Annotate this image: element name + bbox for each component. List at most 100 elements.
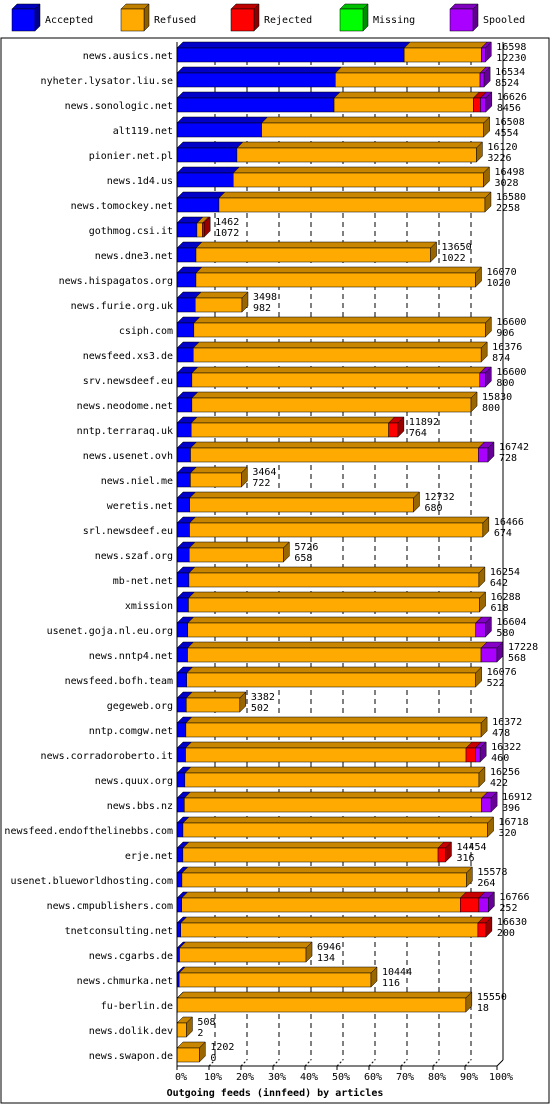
accepted-value-label: 1072 [215,228,239,239]
bar-segment-acc [176,872,183,888]
bar-segment-acc [176,922,181,938]
x-tick-label: 40% [300,1072,318,1083]
bar-segment-top-acc [176,116,269,124]
bar-segment-acc [176,797,185,813]
bar-segment-acc [176,247,197,263]
bar-segment-ref [188,547,284,563]
bar-segment-ref [179,947,307,963]
x-tick-label: 20% [236,1072,254,1083]
bar-segment-acc [176,897,182,913]
bar-segment-ref [186,697,241,713]
bar-segment-ref [261,122,484,138]
category-label: news.cmpublishers.com [47,901,173,912]
bar-segment-side [397,416,405,438]
bar-segment-ref [218,197,486,213]
legend-label: Refused [154,15,196,26]
category-label: news.neodome.net [77,401,173,412]
bar-segment-top-ref [188,516,490,524]
bar-segment-ref [177,997,467,1013]
total-value-label: 11892 [409,417,439,428]
total-value-label: 1462 [215,217,239,228]
category-label: nyheter.lysator.liu.se [41,76,173,87]
legend-label: Accepted [45,15,93,26]
bar-segment-top-acc [176,191,226,199]
bar-segment-acc [176,772,186,788]
accepted-value-label: 4554 [495,128,519,139]
bar-segment-ref [190,422,389,438]
bar-segment-ref [195,272,476,288]
accepted-value-label: 316 [456,853,474,864]
x-tick-label: 10% [204,1072,222,1083]
bar-segment-ref [191,372,481,388]
axes: 0% 10% 20% 30% 40% 50% 60% 70% 80% 90% 100% [175,42,513,1083]
category-label: alt119.net [113,126,173,137]
category-label: news.niel.me [101,476,173,487]
accepted-value-label: 3226 [487,153,511,164]
accepted-value-label: 422 [490,778,508,789]
bar-segment-ref [187,647,482,663]
total-value-label: 10444 [382,967,412,978]
total-value-label: 3498 [253,292,277,303]
category-label: tnetconsulting.net [65,926,173,937]
bar-segment-acc [176,272,197,288]
bar-segment-ref [178,972,372,988]
accepted-value-label: 8524 [495,78,519,89]
total-value-label: 16288 [491,592,521,603]
bar-segment-top-ref [334,66,487,74]
bar-segment-top-ref [193,316,492,324]
category-label: srl.newsdeef.eu [83,526,173,537]
category-label: news.szaf.org [95,551,173,562]
accepted-value-label: 134 [317,953,335,964]
bar-segment-side [485,616,492,638]
accepted-value-label: 320 [499,828,517,839]
total-value-label: 16534 [495,67,525,78]
bar-segment-top-ref [260,116,491,124]
category-label: usenet.blueworldhosting.com [10,876,173,887]
legend-swatch [11,8,36,32]
total-value-label: 16498 [494,167,524,178]
category-label: news.sonologic.net [65,101,173,112]
accepted-value-label: 18 [477,1003,489,1014]
bar-segment-side [479,591,486,613]
bar-segment-rej [460,897,480,913]
gridline-floor [240,1059,248,1067]
bar-segment-ref [185,722,482,738]
bar-segment-side [484,191,492,213]
x-tick-label: 30% [268,1072,286,1083]
bar-segment-ref [176,1022,187,1038]
accepted-value-label: 982 [253,303,271,314]
total-value-label: 16120 [487,142,517,153]
legend-swatch-side [253,3,260,32]
bar-segment-acc [176,297,196,313]
bar-segment-side [203,216,211,238]
accepted-value-label: 722 [252,478,270,489]
total-value-label: 16508 [495,117,525,128]
bar-segment-ref [182,847,439,863]
bar-segment-acc [176,697,187,713]
gridline-floor [304,1059,312,1067]
bar-segment-acc [176,597,189,613]
bar-segment-side [475,266,482,288]
bar-segment-side [186,1016,193,1038]
legend-swatch-side [34,3,41,32]
bar-segment-ref [188,572,480,588]
bar-segment-ref [195,247,431,263]
bar-segment-ref [403,47,482,63]
bar-segment-top-ref [185,716,488,724]
bar-segment-side [470,391,478,413]
total-value-label: 16598 [496,42,526,53]
bar-segment-spo [480,47,486,63]
category-label: pionier.net.pl [89,151,173,162]
